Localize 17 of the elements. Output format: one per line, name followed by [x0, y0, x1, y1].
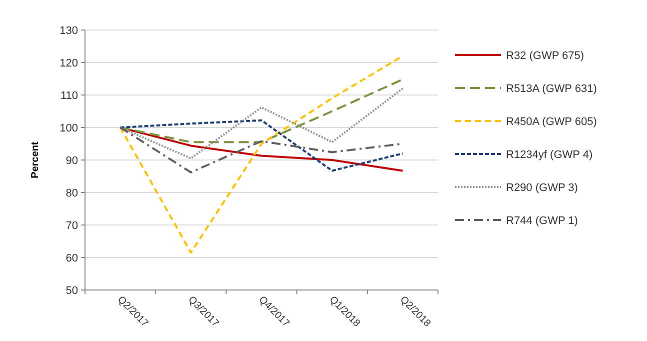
y-tick-label: 120	[60, 57, 78, 70]
y-tick-label: 90	[66, 154, 78, 167]
legend-label: R290 (GWP 3)	[506, 182, 578, 194]
line-series	[119, 88, 404, 160]
legend-label: R744 (GWP 1)	[506, 214, 578, 227]
y-axis-title: Percent	[30, 140, 41, 178]
y-tick-label: 130	[60, 24, 78, 37]
y-tick-label: 80	[66, 187, 78, 200]
legend-label: R450A (GWP 605)	[506, 116, 597, 128]
y-tick-label: 100	[60, 122, 78, 134]
legend-label: R32 (GWP 675)	[506, 50, 584, 62]
legend-label: R513A (GWP 631)	[506, 82, 597, 95]
y-tick-label: 110	[60, 90, 78, 102]
legend-label: R1234yf (GWP 4)	[506, 148, 593, 161]
y-tick-label: 50	[66, 284, 78, 297]
y-tick-label: 70	[66, 220, 78, 232]
y-tick-label: 60	[66, 252, 78, 264]
